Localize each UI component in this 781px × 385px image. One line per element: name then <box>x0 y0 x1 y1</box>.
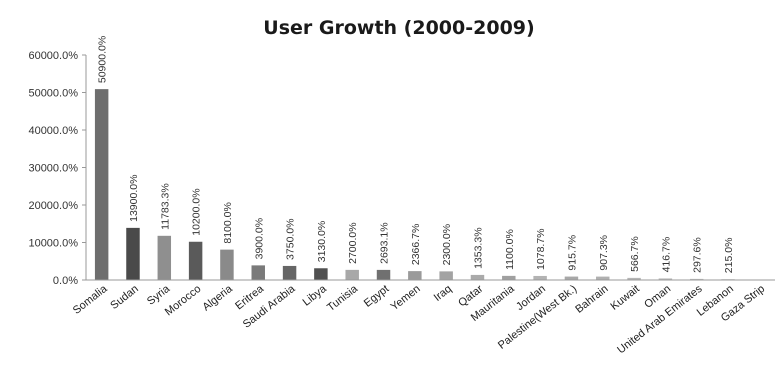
data-label: 297.6% <box>692 237 704 273</box>
bar <box>596 276 610 280</box>
data-labels: 50900.0% 13900.0% 11783.3% 10200.0% 8100.0% 3… <box>97 36 735 273</box>
bar <box>564 276 579 280</box>
data-label: 3900.0% <box>253 218 265 259</box>
data-label: 416.7% <box>660 237 672 273</box>
data-label: 1078.7% <box>535 229 547 270</box>
y-tick-label: 50000.0% <box>28 88 78 100</box>
x-tick-label: Algeria <box>200 282 235 313</box>
data-label: 8100.0% <box>222 202 234 243</box>
x-tick-label: Somalia <box>71 282 110 316</box>
x-tick-label: Egypt <box>362 283 392 310</box>
x-tick-label: Morocco <box>163 283 204 318</box>
y-tick-label: 30000.0% <box>28 163 78 175</box>
bar <box>439 271 453 280</box>
bar <box>376 269 391 280</box>
data-label: 2300.0% <box>441 224 453 265</box>
bar <box>282 265 297 280</box>
data-label: 915.7% <box>566 235 578 271</box>
bar <box>94 89 109 280</box>
x-tick-label: Sudan <box>108 283 140 312</box>
y-axis: 0.0% 10000.0% 20000.0% 30000.0% 40000.0% 5000… <box>28 50 87 287</box>
x-tick-label: Yemen <box>389 283 423 313</box>
bar <box>689 278 704 280</box>
bar <box>220 249 234 280</box>
bar <box>345 269 359 280</box>
x-tick-label: Iraq <box>432 283 454 304</box>
bar <box>157 235 172 280</box>
bar <box>126 227 140 280</box>
bar <box>627 277 641 280</box>
y-tick-label: 60000.0% <box>28 50 78 62</box>
bar <box>658 278 673 280</box>
bar <box>314 268 328 280</box>
data-label: 1353.3% <box>472 227 484 268</box>
data-label: 566.7% <box>629 236 641 272</box>
chart-title: User Growth (2000-2009) <box>263 17 534 39</box>
bar <box>533 275 547 280</box>
bar <box>408 271 422 280</box>
data-label: 50900.0% <box>97 36 109 83</box>
y-tick-label: 40000.0% <box>28 125 78 137</box>
y-tick-label: 10000.0% <box>28 238 78 250</box>
y-tick-label: 0.0% <box>53 275 78 287</box>
bars <box>94 89 735 280</box>
x-tick-label: Tunisia <box>325 282 361 314</box>
data-label: 907.3% <box>598 235 610 271</box>
data-label: 13900.0% <box>128 175 140 222</box>
data-label: 3130.0% <box>316 221 328 262</box>
data-label: 3750.0% <box>285 218 297 259</box>
x-tick-label: Kuwait <box>608 283 641 313</box>
data-label: 10200.0% <box>191 188 203 235</box>
x-tick-label: Bahrain <box>573 283 610 316</box>
data-label: 215.0% <box>723 238 735 274</box>
bar <box>502 275 516 280</box>
bar <box>188 241 203 280</box>
bar <box>470 274 485 280</box>
data-label: 11783.3% <box>159 183 171 230</box>
y-tick-label: 20000.0% <box>28 200 78 212</box>
data-label: 2693.1% <box>379 222 391 263</box>
data-label: 1100.0% <box>504 229 516 270</box>
bar <box>251 265 265 280</box>
data-label: 2366.7% <box>410 224 422 265</box>
data-label: 2700.0% <box>347 222 359 263</box>
